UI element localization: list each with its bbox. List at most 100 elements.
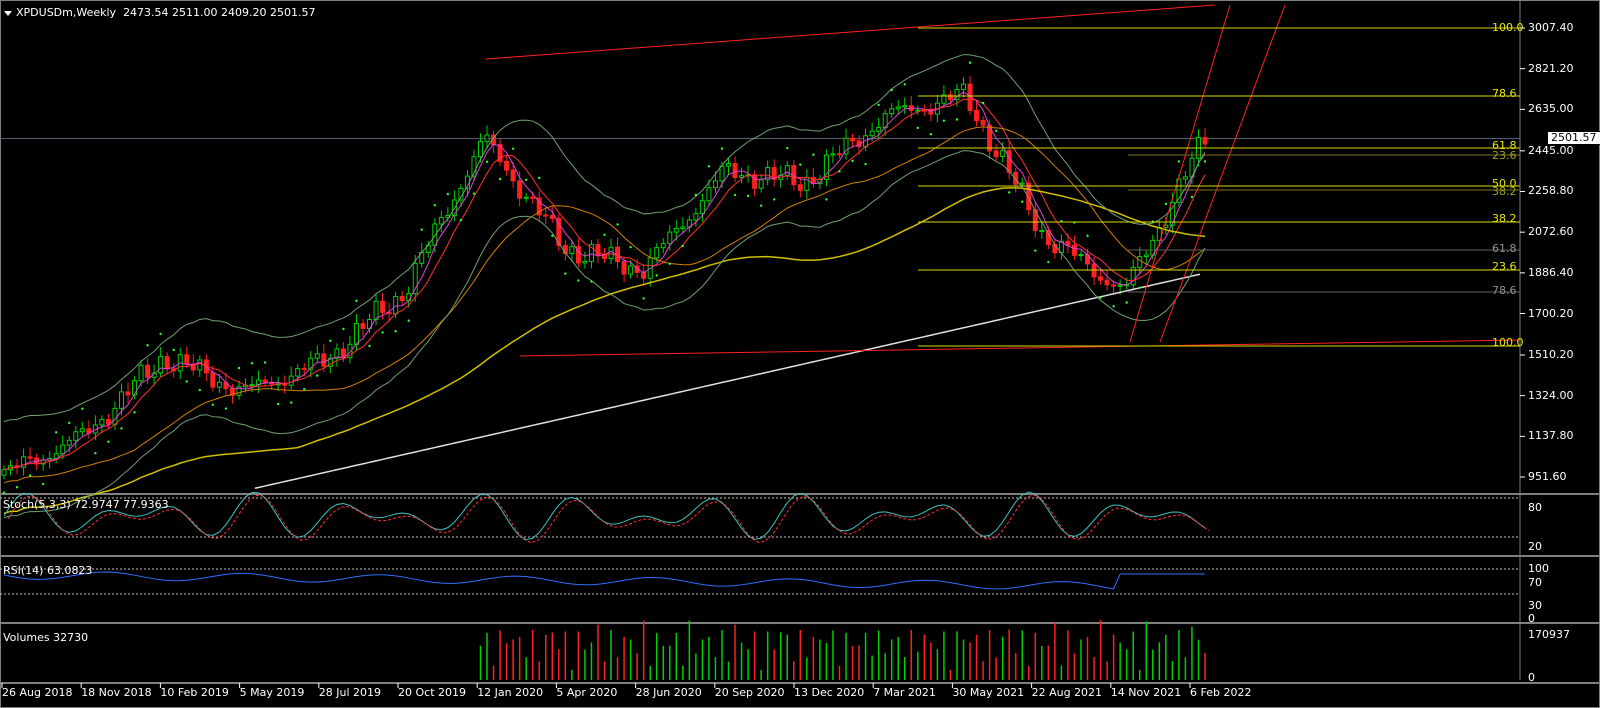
candle-body xyxy=(1137,256,1143,269)
candle-body xyxy=(380,300,386,313)
sar-dot xyxy=(981,101,985,105)
sar-dot xyxy=(668,262,671,265)
candle-body xyxy=(105,419,111,425)
sar-dot xyxy=(903,83,906,86)
candle-body xyxy=(138,364,144,382)
candle-body xyxy=(197,359,203,371)
sar-dot xyxy=(642,297,645,300)
candle-body xyxy=(216,381,222,388)
sar-dot xyxy=(55,431,58,434)
sar-dot xyxy=(472,192,476,195)
price-axis-label: 3007.40 xyxy=(1528,21,1574,34)
stoch-title: Stoch(5,3,3) 72.9747 77.9363 xyxy=(3,498,169,511)
sar-dot xyxy=(107,440,110,443)
sar-dot xyxy=(368,344,371,348)
candle-body xyxy=(53,453,59,459)
sar-dot xyxy=(211,403,215,406)
fib-label: 61.8 xyxy=(1492,242,1517,255)
candle-body xyxy=(928,109,934,115)
candle-body xyxy=(295,367,301,377)
candle-body xyxy=(752,174,758,189)
candle-body xyxy=(830,153,836,156)
candle-body xyxy=(582,260,588,264)
sar-dot xyxy=(94,451,97,455)
candle-body xyxy=(667,231,673,245)
time-axis-label: 14 Nov 2021 xyxy=(1110,686,1182,699)
fib-label: 100.0 xyxy=(1492,21,1524,34)
rsi-level-0: 0 xyxy=(1528,612,1535,625)
ma-white-line xyxy=(254,273,1201,490)
candle-body xyxy=(1098,276,1104,281)
price-axis-label: 1510.20 xyxy=(1528,347,1574,361)
fib-label: 38.2 xyxy=(1492,212,1517,225)
candle-body xyxy=(843,137,849,155)
time-axis-label: 20 Oct 2019 xyxy=(398,686,467,699)
candle-body xyxy=(412,262,418,295)
sar-dot xyxy=(329,339,332,343)
chart-header: XPDUSDm,Weekly 2473.54 2511.00 2409.20 2… xyxy=(4,6,316,19)
sar-dot xyxy=(564,272,567,275)
price-axis-label: 2821.20 xyxy=(1528,61,1574,75)
candle-body xyxy=(549,215,555,219)
candle-body xyxy=(1111,284,1117,287)
candle-body xyxy=(1039,230,1045,233)
candle-body xyxy=(1065,240,1071,246)
candle-body xyxy=(517,180,523,199)
candle-body xyxy=(980,119,986,126)
candle-body xyxy=(739,175,745,178)
fib-label: 23.6 xyxy=(1492,260,1517,273)
candle-body xyxy=(60,444,66,455)
sar-dot xyxy=(694,193,698,197)
candle-body xyxy=(869,130,875,137)
candle-body xyxy=(1052,244,1058,254)
candle-body xyxy=(353,323,359,345)
candle-body xyxy=(556,217,562,246)
sar-dot xyxy=(198,388,202,392)
candle-body xyxy=(595,244,601,256)
sar-dot xyxy=(603,233,606,236)
rsi-level-30: 30 xyxy=(1528,599,1542,612)
time-axis-label: 13 Dec 2020 xyxy=(794,686,865,699)
candle-body xyxy=(569,246,575,254)
price-axis-label: 2072.60 xyxy=(1528,225,1574,239)
candle-body xyxy=(680,226,686,230)
candle-body xyxy=(960,83,966,90)
candle-body xyxy=(373,300,379,320)
candle-body xyxy=(699,200,705,215)
candle-body xyxy=(125,391,131,396)
time-axis-label: 28 Jun 2020 xyxy=(635,686,702,699)
ma-yellow-line xyxy=(3,187,1206,515)
sar-dot xyxy=(786,146,789,150)
sar-dot xyxy=(28,474,32,477)
sar-dot xyxy=(1125,301,1128,304)
sar-dot xyxy=(799,163,802,166)
candle-body xyxy=(347,343,353,359)
sar-dot xyxy=(263,361,267,364)
candle-body xyxy=(543,214,549,217)
time-axis-label: 5 Apr 2020 xyxy=(556,686,618,699)
candle-body xyxy=(79,428,85,433)
sar-dot xyxy=(1203,160,1207,163)
candle-body xyxy=(190,363,196,371)
candle-body xyxy=(523,196,529,199)
candle-body xyxy=(471,156,477,177)
time-axis-label: 10 Feb 2019 xyxy=(160,686,229,699)
collapse-triangle-icon[interactable] xyxy=(4,10,12,16)
candle-body xyxy=(164,356,170,370)
candle-body xyxy=(654,247,660,259)
candle-body xyxy=(993,150,999,157)
candle-body xyxy=(693,213,699,221)
sar-dot xyxy=(459,218,463,222)
sar-dot xyxy=(485,160,489,163)
fib-label: 50.0 xyxy=(1492,177,1517,190)
candle-body xyxy=(784,165,790,176)
candle-body xyxy=(314,353,320,359)
sar-dot xyxy=(1034,249,1037,252)
sar-dot xyxy=(929,133,933,136)
candle-body xyxy=(66,439,72,446)
sar-dot xyxy=(655,274,658,277)
sar-dot xyxy=(394,330,397,333)
sar-dot xyxy=(1099,296,1102,299)
sar-dot xyxy=(890,88,893,92)
